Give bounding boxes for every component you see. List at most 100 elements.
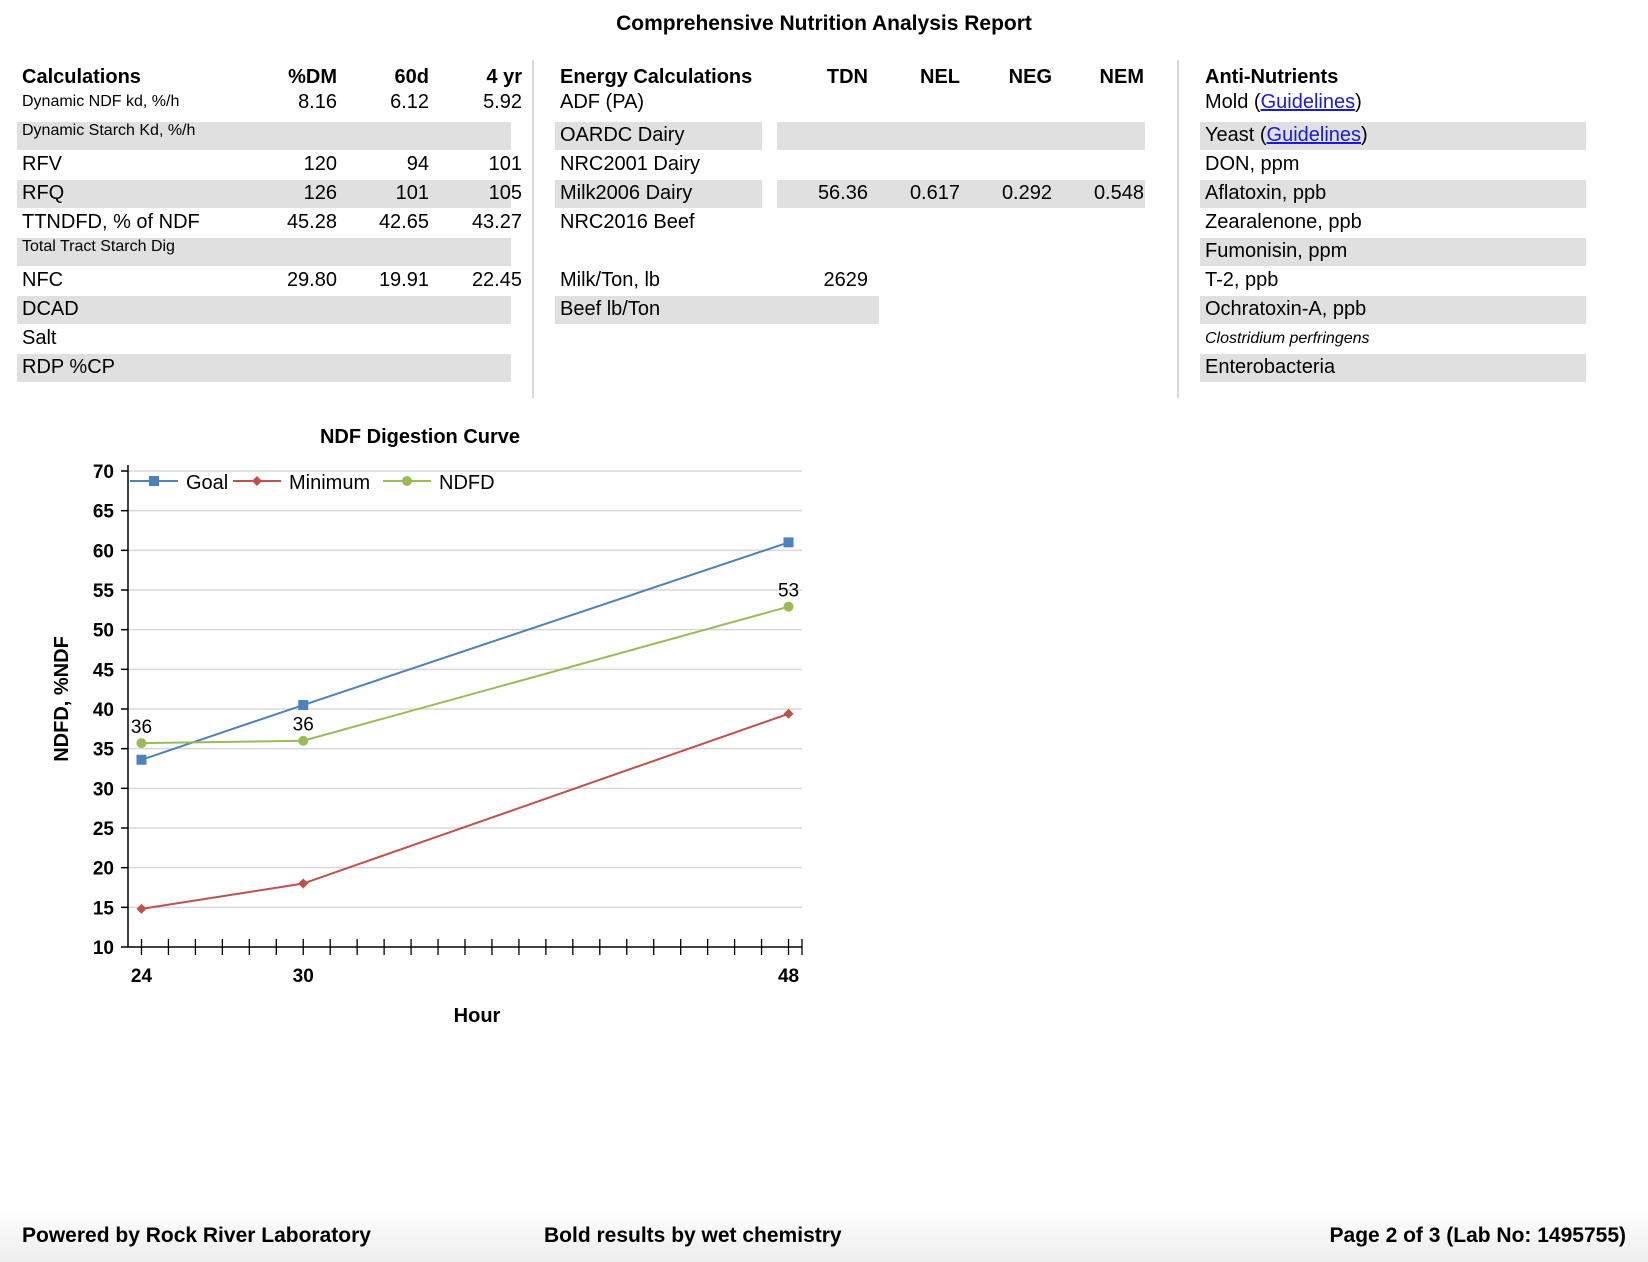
row-label: NRC2016 Beef	[560, 211, 695, 233]
row-shading	[1200, 238, 1586, 266]
row-label: RFV	[22, 153, 62, 175]
row-label: Dynamic NDF kd, %/h	[22, 93, 180, 110]
row-value: 120	[303, 153, 337, 175]
calculations-table: Calculations %DM 60d 4 yr Dynamic NDF kd…	[17, 63, 522, 382]
table-row: T-2, ppb	[1200, 266, 1588, 295]
row-value	[322, 295, 429, 324]
row-label: Enterobacteria	[1205, 353, 1335, 382]
row-value	[417, 295, 522, 324]
table-row: RFQ 126 101 105	[17, 179, 522, 208]
row-label: TTNDFD, % of NDF	[22, 211, 200, 233]
table-row: TTNDFD, % of NDF 45.28 42.65 43.27	[17, 208, 522, 237]
anti-nutrient-name: Ochratoxin-A, ppb	[1205, 298, 1367, 320]
y-tick-label: 40	[93, 700, 114, 721]
table-row: NFC 29.80 19.91 22.45	[17, 266, 522, 295]
y-tick-label: 25	[93, 819, 115, 840]
series-minimum	[136, 708, 794, 914]
row-value: 2629	[823, 269, 869, 291]
row-shading	[555, 180, 762, 208]
ndf-digestion-chart: 10 15 20 25 30 35 40 45 50 55 60 65 70 24 30 48 Hour NDFD…	[51, 462, 803, 1027]
table-row: NRC2001 Dairy	[555, 150, 1155, 179]
row-value	[417, 353, 522, 382]
table-row: NRC2016 Beef	[555, 208, 1155, 237]
row-label: NRC2001 Dairy	[560, 153, 701, 175]
row-value: 56.36	[817, 182, 868, 204]
row-label: Total Tract Starch Dig	[22, 238, 175, 255]
row-label: ADF (PA)	[560, 91, 645, 113]
legend-label: Goal	[186, 472, 228, 494]
col-header-4yr: 4 yr	[486, 66, 522, 88]
page-footer: Powered by Rock River Laboratory Bold re…	[0, 1210, 1648, 1262]
x-tick-label: 24	[131, 966, 153, 987]
row-shading	[17, 180, 511, 208]
table-row: RFV 120 94 101	[17, 150, 522, 179]
row-label: Aflatoxin, ppb	[1205, 179, 1326, 208]
anti-nutrients-header-row: Anti-Nutrients	[1200, 63, 1588, 92]
table-row: DON, ppm	[1200, 150, 1588, 179]
col-header-nel: NEL	[920, 66, 960, 88]
row-value	[860, 150, 960, 179]
series-goal	[136, 537, 794, 765]
table-row: Total Tract Starch Dig	[17, 237, 511, 266]
series-line	[141, 712, 789, 910]
row-value: 94	[406, 153, 429, 175]
y-tick-label: 45	[93, 660, 115, 681]
row-shading	[1200, 354, 1586, 382]
row-value: 105	[488, 182, 522, 204]
row-label: Milk/Ton, lb	[560, 269, 661, 291]
row-value: 22.45	[471, 269, 522, 291]
table-row: Mold (Guidelines)	[1200, 92, 1588, 121]
row-shading	[1200, 180, 1586, 208]
row-value	[770, 121, 868, 150]
row-shading	[555, 122, 762, 150]
row-label: DCAD	[22, 298, 79, 320]
row-value: 45.28	[286, 211, 337, 233]
table-row: Dynamic NDF kd, %/h 8.16 6.12 5.92	[17, 91, 522, 121]
row-value	[1050, 121, 1144, 150]
row-value: 5.92	[483, 91, 522, 113]
table-row: Zearalenone, ppb	[1200, 208, 1588, 237]
anti-nutrient-name: DON, ppm	[1205, 153, 1300, 175]
data-point	[298, 735, 309, 746]
row-label: RFQ	[22, 182, 65, 204]
anti-nutrient-name: Fumonisin, ppm	[1205, 240, 1348, 262]
anti-nutrient-name: Zearalenone, ppb	[1205, 211, 1362, 233]
row-value: 6.12	[390, 91, 429, 113]
anti-nutrient-name: T-2, ppb	[1205, 269, 1279, 291]
row-value: 8.16	[298, 91, 337, 113]
row-label: NFC	[22, 269, 64, 291]
data-label: 53	[778, 581, 799, 602]
data-point	[298, 878, 309, 889]
guidelines-link[interactable]: Guidelines	[1266, 124, 1362, 146]
row-shading	[777, 122, 1145, 150]
col-header-neg: NEG	[1008, 66, 1052, 88]
data-point	[402, 476, 412, 486]
row-value	[1050, 208, 1144, 237]
anti-nutrients-table: Anti-Nutrients Mold (Guidelines) Yeast (G…	[1200, 63, 1588, 382]
row-label: OARDC Dairy	[560, 124, 685, 146]
data-point	[136, 903, 147, 914]
row-shading	[17, 238, 511, 266]
row-label: DON, ppm	[1205, 150, 1299, 179]
y-tick-label: 20	[93, 859, 114, 880]
table-row: Clostridium perfringens	[1200, 324, 1588, 353]
series-line	[141, 605, 789, 745]
table-row: Milk2006 Dairy 56.36 0.617 0.292 0.548	[555, 179, 1155, 208]
guidelines-link[interactable]: Guidelines	[1260, 91, 1356, 113]
row-value	[1050, 92, 1144, 121]
row-value: 43.27	[471, 211, 522, 233]
row-value	[322, 237, 429, 266]
anti-nutrients-header: Anti-Nutrients	[1205, 66, 1339, 88]
anti-nutrient-name: Clostridium perfringens	[1205, 330, 1370, 347]
y-tick-label: 15	[93, 898, 115, 919]
col-header-60d: 60d	[394, 66, 429, 88]
row-value: 0.617	[909, 182, 960, 204]
data-point	[783, 537, 794, 548]
table-row: Aflatoxin, ppb	[1200, 179, 1588, 208]
row-value	[322, 324, 429, 353]
column-divider	[532, 60, 534, 398]
row-value: 0.292	[1001, 182, 1052, 204]
row-shading	[17, 296, 511, 324]
row-label: Beef lb/Ton	[560, 298, 661, 320]
row-value	[417, 121, 522, 150]
